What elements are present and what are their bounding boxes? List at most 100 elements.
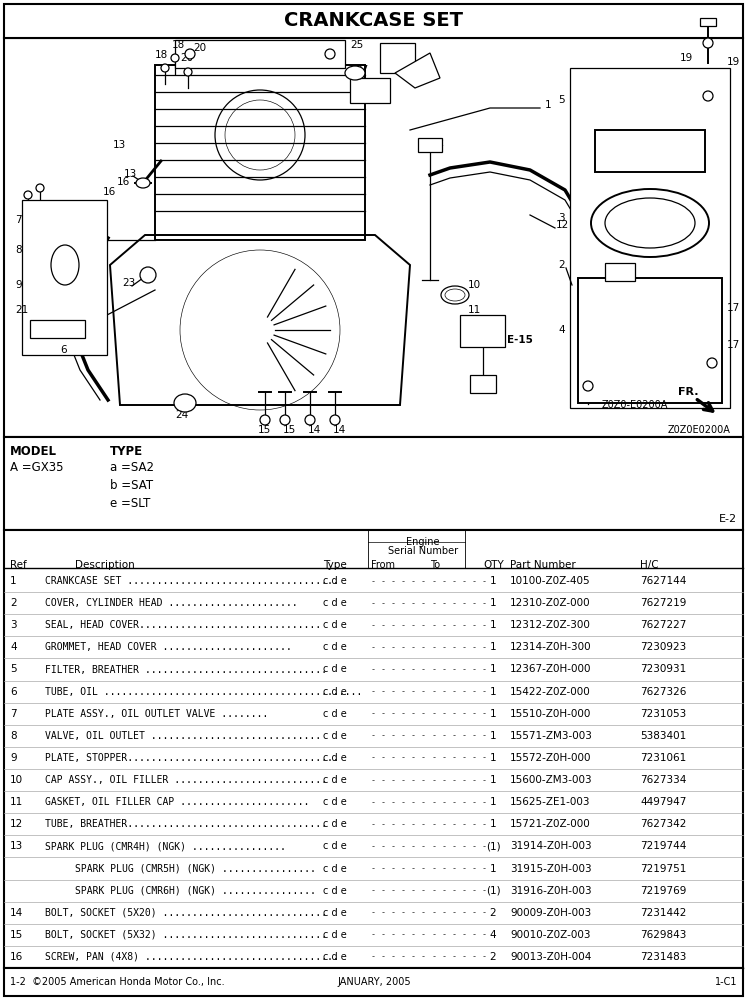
Text: 7219769: 7219769 xyxy=(640,886,686,896)
Text: - - - - - -: - - - - - - xyxy=(432,864,487,873)
Text: c d e: c d e xyxy=(323,731,347,741)
Text: 20: 20 xyxy=(180,53,193,63)
Text: CRANKCASE SET ....................................: CRANKCASE SET ..........................… xyxy=(45,576,338,586)
Circle shape xyxy=(280,415,290,425)
Text: c d e: c d e xyxy=(323,664,347,674)
Text: 15600-ZM3-003: 15600-ZM3-003 xyxy=(510,775,592,785)
Text: 23: 23 xyxy=(122,278,135,288)
Text: - - - - - -: - - - - - - xyxy=(371,952,426,961)
Text: 6: 6 xyxy=(60,345,66,355)
Text: c d e: c d e xyxy=(323,753,347,763)
Text: 13: 13 xyxy=(124,169,137,179)
Text: 7230931: 7230931 xyxy=(640,664,686,674)
Circle shape xyxy=(184,68,192,76)
Text: SPARK PLUG (CMR5H) (NGK) ................: SPARK PLUG (CMR5H) (NGK) ...............… xyxy=(75,863,316,874)
Text: Z0Z0-E0200A: Z0Z0-E0200A xyxy=(602,400,668,410)
Ellipse shape xyxy=(441,286,469,304)
Text: (1): (1) xyxy=(486,886,500,896)
Text: 1: 1 xyxy=(490,863,496,874)
Text: - - - - - -: - - - - - - xyxy=(371,886,426,895)
Text: 15571-ZM3-003: 15571-ZM3-003 xyxy=(510,731,593,741)
Text: 1-C1: 1-C1 xyxy=(714,977,737,987)
Text: c d e: c d e xyxy=(323,863,347,874)
Text: Ref: Ref xyxy=(10,560,27,570)
Text: - - - - - -: - - - - - - xyxy=(432,842,487,851)
Text: 18: 18 xyxy=(155,50,168,60)
Text: - - - - - -: - - - - - - xyxy=(371,842,426,851)
Text: - - - - - -: - - - - - - xyxy=(371,930,426,939)
Text: - - - - - -: - - - - - - xyxy=(432,820,487,829)
Text: Engine: Engine xyxy=(406,537,440,547)
Text: 2: 2 xyxy=(10,598,16,608)
Text: 8: 8 xyxy=(10,731,16,741)
Circle shape xyxy=(325,49,335,59)
Text: Serial Number: Serial Number xyxy=(388,546,458,556)
Text: 12312-Z0Z-300: 12312-Z0Z-300 xyxy=(510,620,591,630)
Text: - - - - - -: - - - - - - xyxy=(432,952,487,961)
Text: MODEL: MODEL xyxy=(10,445,57,458)
Text: - - - - - -: - - - - - - xyxy=(432,687,487,696)
Text: 7627227: 7627227 xyxy=(640,620,686,630)
Text: 2: 2 xyxy=(558,260,565,270)
Text: 28: 28 xyxy=(420,57,433,67)
Text: - - - - - -: - - - - - - xyxy=(371,908,426,917)
Text: 31916-Z0H-003: 31916-Z0H-003 xyxy=(510,886,592,896)
Text: - - - - - -: - - - - - - xyxy=(371,599,426,608)
Text: A =GX35: A =GX35 xyxy=(10,461,63,474)
Text: 15: 15 xyxy=(283,425,297,435)
Text: To: To xyxy=(430,560,440,570)
Ellipse shape xyxy=(51,245,79,285)
Text: c d e: c d e xyxy=(323,819,347,829)
Text: CRANKCASE SET: CRANKCASE SET xyxy=(284,11,463,30)
Ellipse shape xyxy=(445,289,465,301)
Text: 27: 27 xyxy=(355,65,368,75)
Text: E-2: E-2 xyxy=(719,514,737,524)
Text: 4: 4 xyxy=(558,325,565,335)
Ellipse shape xyxy=(174,394,196,412)
Text: c d e: c d e xyxy=(323,576,347,586)
Text: 1-2  ©2005 American Honda Motor Co., Inc.: 1-2 ©2005 American Honda Motor Co., Inc. xyxy=(10,977,225,987)
Text: 22: 22 xyxy=(431,138,444,148)
Text: 15510-Z0H-000: 15510-Z0H-000 xyxy=(510,709,592,719)
Bar xyxy=(350,78,390,103)
Bar xyxy=(4,968,743,996)
Text: - - - - - -: - - - - - - xyxy=(371,577,426,586)
Text: 7219751: 7219751 xyxy=(640,863,686,874)
Text: - - - - - -: - - - - - - xyxy=(432,599,487,608)
Text: 1: 1 xyxy=(490,576,496,586)
Text: c d e: c d e xyxy=(323,598,347,608)
Text: 5: 5 xyxy=(10,664,16,674)
Text: 90009-Z0H-003: 90009-Z0H-003 xyxy=(510,908,591,918)
Text: 12: 12 xyxy=(10,819,23,829)
Bar xyxy=(700,18,716,26)
Text: 5383401: 5383401 xyxy=(640,731,686,741)
Text: 1: 1 xyxy=(490,664,496,674)
Circle shape xyxy=(583,381,593,391)
Text: - - - - - -: - - - - - - xyxy=(432,709,487,718)
Bar xyxy=(30,320,85,338)
Circle shape xyxy=(707,358,717,368)
Text: - - - - - -: - - - - - - xyxy=(371,753,426,762)
Text: GASKET, OIL FILLER CAP ......................: GASKET, OIL FILLER CAP .................… xyxy=(45,797,309,807)
Bar xyxy=(570,68,730,408)
Text: 7231061: 7231061 xyxy=(640,753,686,763)
Text: 1: 1 xyxy=(490,620,496,630)
Circle shape xyxy=(330,415,340,425)
Text: GROMMET, HEAD COVER ......................: GROMMET, HEAD COVER ....................… xyxy=(45,642,292,652)
Text: 9: 9 xyxy=(10,753,16,763)
Text: - - - - - -: - - - - - - xyxy=(371,687,426,696)
Text: TYPE: TYPE xyxy=(110,445,143,458)
Text: 12: 12 xyxy=(556,220,569,230)
Bar xyxy=(175,40,345,68)
Text: 7629843: 7629843 xyxy=(640,930,686,940)
Text: 1: 1 xyxy=(490,819,496,829)
Circle shape xyxy=(703,91,713,101)
Text: 1: 1 xyxy=(490,731,496,741)
Text: 1: 1 xyxy=(490,775,496,785)
Text: 24: 24 xyxy=(175,410,188,420)
Text: - - - - - -: - - - - - - xyxy=(432,731,487,740)
Text: 15: 15 xyxy=(10,930,23,940)
Circle shape xyxy=(161,64,169,72)
Text: 3: 3 xyxy=(10,620,16,630)
Bar xyxy=(380,43,415,73)
